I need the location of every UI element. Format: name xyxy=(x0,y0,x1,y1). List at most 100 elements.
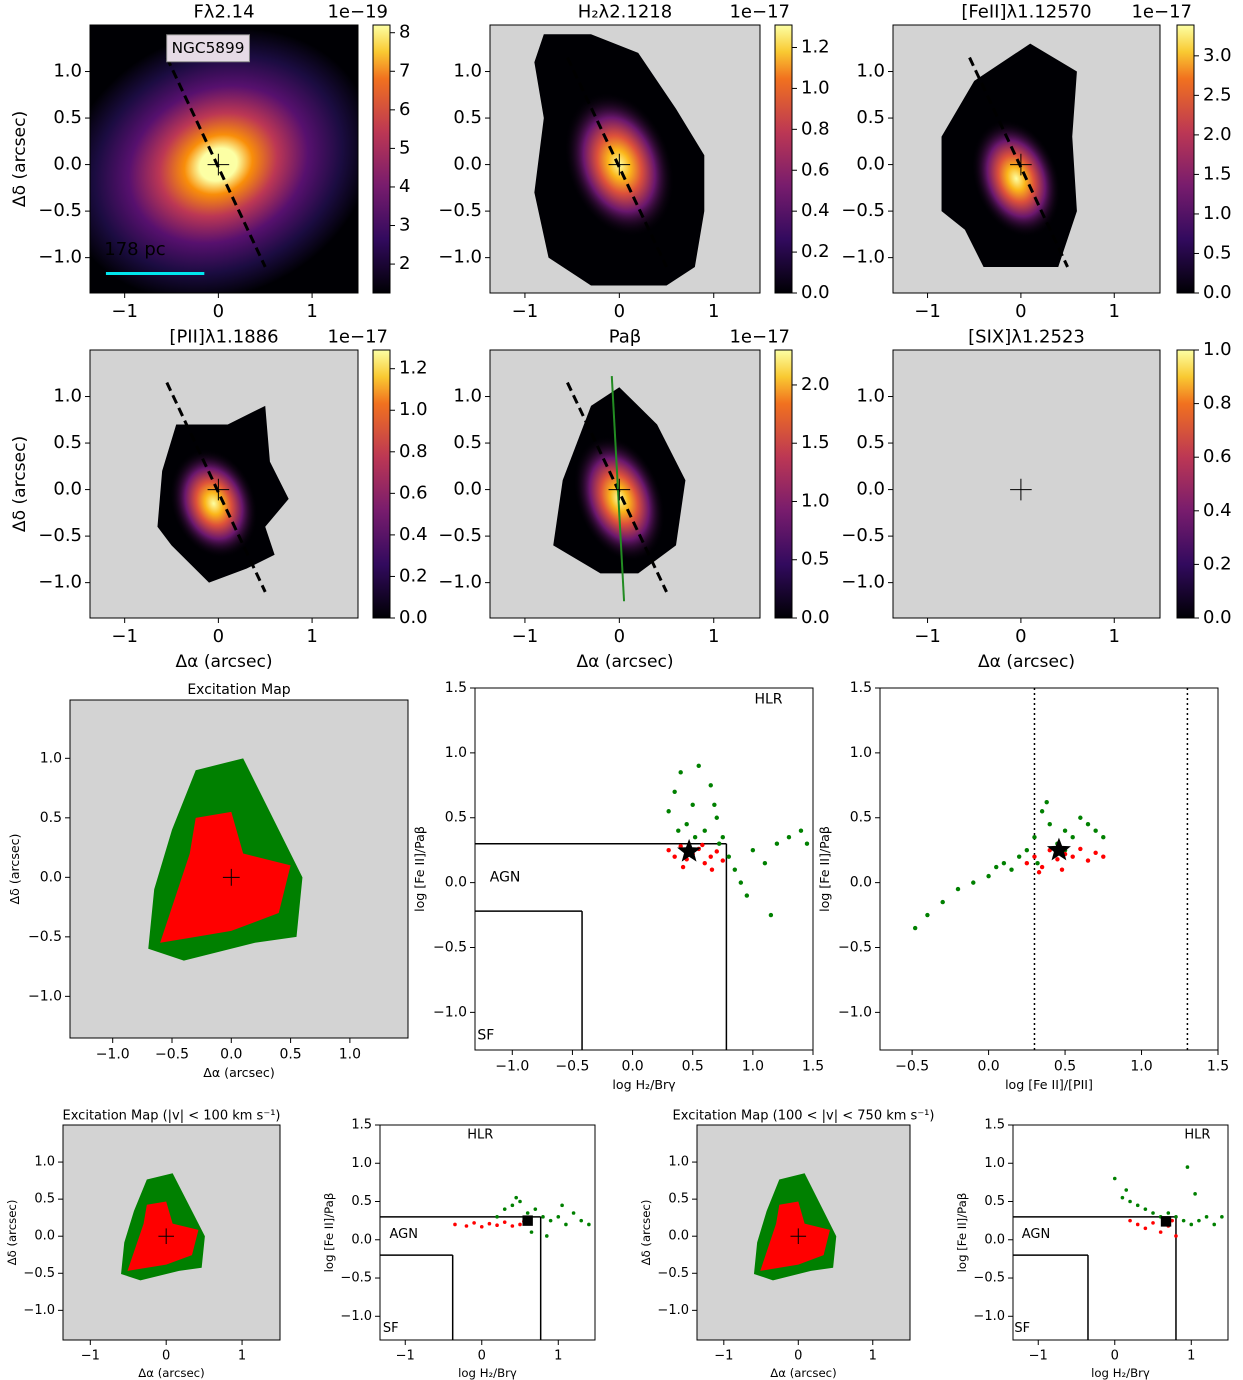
x-tick-label: 0 xyxy=(213,301,224,322)
point xyxy=(986,873,991,879)
colorbar-offset: 1e−19 xyxy=(327,1,388,22)
point xyxy=(518,1199,522,1204)
point xyxy=(925,912,930,918)
point xyxy=(556,1215,561,1219)
square-marker xyxy=(522,1215,533,1226)
point xyxy=(709,867,715,872)
y-tick-label: 1.0 xyxy=(453,386,482,407)
point xyxy=(708,783,713,788)
point xyxy=(1044,799,1049,805)
plot-area: HLR AGN SF xyxy=(380,1125,595,1340)
point xyxy=(940,899,945,905)
point xyxy=(571,1211,576,1215)
y-tick-label: 0.0 xyxy=(53,479,82,500)
colorbar-tick-label: 2.0 xyxy=(1203,124,1232,145)
point xyxy=(702,828,707,833)
point xyxy=(732,867,738,872)
point xyxy=(1035,860,1040,866)
point xyxy=(502,1207,507,1211)
y-tick-label: −0.5 xyxy=(657,1266,689,1281)
x-tick-label: −1 xyxy=(1029,1348,1048,1363)
colorbar xyxy=(1176,24,1195,294)
point xyxy=(1085,858,1091,863)
y-tick-label: 1.5 xyxy=(445,680,467,696)
y-tick-label: 0.5 xyxy=(856,107,885,128)
annotation: AGN xyxy=(1022,1227,1050,1242)
point xyxy=(1124,1188,1129,1192)
colorbar-tick-label: 0.2 xyxy=(1203,553,1232,574)
colorbar-tick-label: 0.0 xyxy=(801,607,830,628)
point xyxy=(579,1218,584,1223)
point xyxy=(692,835,698,840)
point xyxy=(1078,846,1083,852)
point xyxy=(548,1218,553,1223)
point xyxy=(762,860,768,866)
x-tick-label: 0 xyxy=(213,626,224,647)
colorbar xyxy=(372,349,391,619)
plot-background xyxy=(380,1125,595,1340)
y-tick-label: −1.0 xyxy=(841,572,885,593)
x-axis-label: log H₂/Brγ xyxy=(458,1366,517,1380)
emission-glow xyxy=(971,119,1061,238)
plot-frame xyxy=(89,349,359,619)
point xyxy=(708,854,713,859)
plot-area xyxy=(70,700,408,1038)
x-tick-label: 0 xyxy=(1015,626,1026,647)
point xyxy=(518,1222,522,1227)
point xyxy=(1135,1222,1140,1227)
plot-frame xyxy=(89,24,359,294)
annotation: SF xyxy=(383,1321,399,1336)
plot-frame xyxy=(474,687,814,1051)
x-tick-label: 1 xyxy=(1187,1348,1195,1363)
x-tick-label: −1 xyxy=(81,1348,100,1363)
y-tick-label: 1.0 xyxy=(445,745,467,761)
point xyxy=(1204,1215,1209,1219)
y-tick-label: −0.5 xyxy=(38,200,82,221)
point xyxy=(684,822,689,827)
annotation: AGN xyxy=(490,869,521,885)
x-tick-label: 1 xyxy=(708,301,719,322)
x-tick-label: 1.5 xyxy=(1207,1058,1229,1074)
y-tick-label: 1.0 xyxy=(856,386,885,407)
colorbar-tick-label: 0.8 xyxy=(399,441,428,462)
pa-line xyxy=(165,56,267,268)
point xyxy=(587,1222,591,1227)
colorbar-tick-label: 0.6 xyxy=(801,159,830,180)
point xyxy=(768,912,774,918)
y-tick-label: 1.0 xyxy=(856,61,885,82)
y-tick-label: −1.0 xyxy=(438,572,482,593)
point xyxy=(1093,828,1098,833)
x-tick-label: 0.5 xyxy=(1054,1058,1076,1074)
point xyxy=(495,1215,499,1219)
point xyxy=(1220,1215,1224,1219)
annotation: HLR xyxy=(754,692,782,708)
colorbar-tick-label: 1.0 xyxy=(399,399,428,420)
x-axis-label: Δα (arcsec) xyxy=(576,652,673,672)
point xyxy=(1166,1211,1171,1215)
panel-title: Excitation Map (100 < |v| < 750 km s⁻¹) xyxy=(673,1108,935,1123)
point xyxy=(750,847,756,853)
point xyxy=(1170,1218,1174,1223)
x-tick-label: 0 xyxy=(794,1348,802,1363)
x-tick-label: 0.0 xyxy=(621,1058,643,1074)
point xyxy=(1047,822,1052,827)
y-tick-label: 0.5 xyxy=(668,1192,689,1207)
plot-area xyxy=(697,1125,910,1340)
x-tick-label: 0 xyxy=(1111,1348,1119,1363)
scatter-panel: −0.5 0.0 0.5 1.0 1.5 −1.0 −0.5 0.0 0.5 1.0 1.5 log … xyxy=(817,680,1229,1092)
y-tick-label: −0.5 xyxy=(438,525,482,546)
colorbar-tick-label: 0.0 xyxy=(1203,282,1232,303)
y-tick-label: −1.0 xyxy=(28,988,62,1004)
y-tick-label: 0.0 xyxy=(351,1232,372,1247)
colorbar-tick-label: 0.4 xyxy=(1203,500,1232,521)
y-tick-label: 0.0 xyxy=(453,154,482,175)
panel-title: H₂λ2.1218 xyxy=(578,1,672,22)
annotation: AGN xyxy=(389,1227,417,1242)
point xyxy=(495,1223,499,1228)
center-cross xyxy=(608,478,631,501)
plot-area xyxy=(893,350,1160,618)
plot-frame xyxy=(379,1124,596,1341)
point xyxy=(1032,835,1037,840)
pa-line-green xyxy=(610,376,626,602)
plot-area xyxy=(490,25,760,293)
